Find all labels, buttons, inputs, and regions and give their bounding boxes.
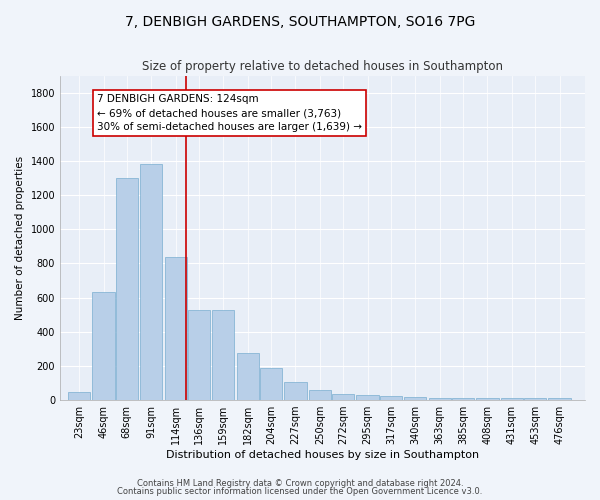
Bar (356, 395, 379, 400)
Bar (500, 398, 523, 400)
Bar (524, 398, 546, 400)
Bar (476, 398, 499, 400)
X-axis label: Distribution of detached houses by size in Southampton: Distribution of detached houses by size … (166, 450, 479, 460)
Bar (380, 396, 402, 400)
Text: Contains HM Land Registry data © Crown copyright and database right 2024.: Contains HM Land Registry data © Crown c… (137, 478, 463, 488)
Text: 7, DENBIGH GARDENS, SOUTHAMPTON, SO16 7PG: 7, DENBIGH GARDENS, SOUTHAMPTON, SO16 7P… (125, 15, 475, 29)
Bar (332, 394, 355, 400)
Bar (260, 368, 282, 400)
Bar (188, 310, 210, 400)
Text: 7 DENBIGH GARDENS: 124sqm
← 69% of detached houses are smaller (3,763)
30% of se: 7 DENBIGH GARDENS: 124sqm ← 69% of detac… (97, 94, 362, 132)
Bar (236, 353, 259, 400)
Bar (140, 164, 163, 400)
Bar (428, 398, 451, 400)
Bar (284, 382, 307, 400)
Y-axis label: Number of detached properties: Number of detached properties (15, 156, 25, 320)
Bar (92, 292, 115, 400)
Bar (309, 390, 331, 400)
Bar (212, 310, 235, 400)
Title: Size of property relative to detached houses in Southampton: Size of property relative to detached ho… (142, 60, 503, 73)
Bar (452, 398, 474, 400)
Bar (548, 398, 571, 400)
Bar (164, 256, 187, 400)
Bar (116, 178, 138, 400)
Bar (68, 392, 90, 400)
Text: Contains public sector information licensed under the Open Government Licence v3: Contains public sector information licen… (118, 487, 482, 496)
Bar (404, 396, 427, 400)
